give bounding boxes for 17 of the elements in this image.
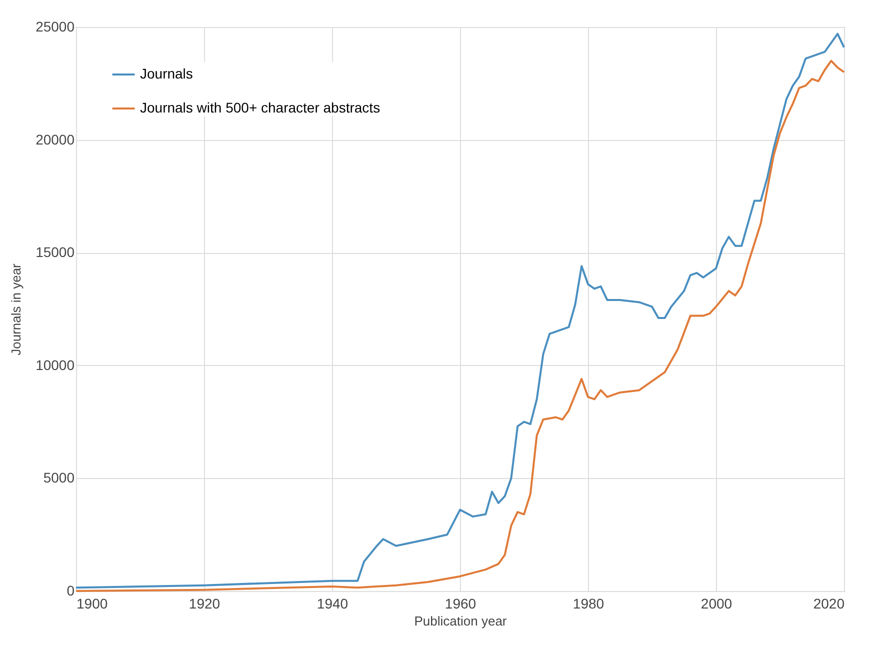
y-axis-title: Journals in year: [8, 262, 24, 356]
y-tick-label: 5000: [43, 470, 75, 486]
x-tick-label: 1960: [444, 596, 476, 612]
x-tick-label: 2000: [700, 596, 732, 612]
y-tick-label: 25000: [36, 18, 75, 34]
x-tick-label: 1920: [188, 596, 220, 612]
x-tick-label: 1900: [76, 596, 108, 612]
x-axis-title: Publication year: [414, 614, 508, 628]
legend-label: Journals with 500+ character abstracts: [140, 100, 380, 116]
y-tick-label: 15000: [36, 244, 75, 260]
y-tick-label: 10000: [36, 356, 75, 373]
y-tick-label: 20000: [36, 131, 75, 148]
x-tick-label: 1940: [316, 596, 348, 612]
legend-label: Journals: [140, 66, 193, 82]
x-tick-label: 2020: [813, 596, 845, 612]
x-tick-label: 1980: [572, 596, 604, 612]
y-tick-label: 0: [66, 582, 75, 598]
